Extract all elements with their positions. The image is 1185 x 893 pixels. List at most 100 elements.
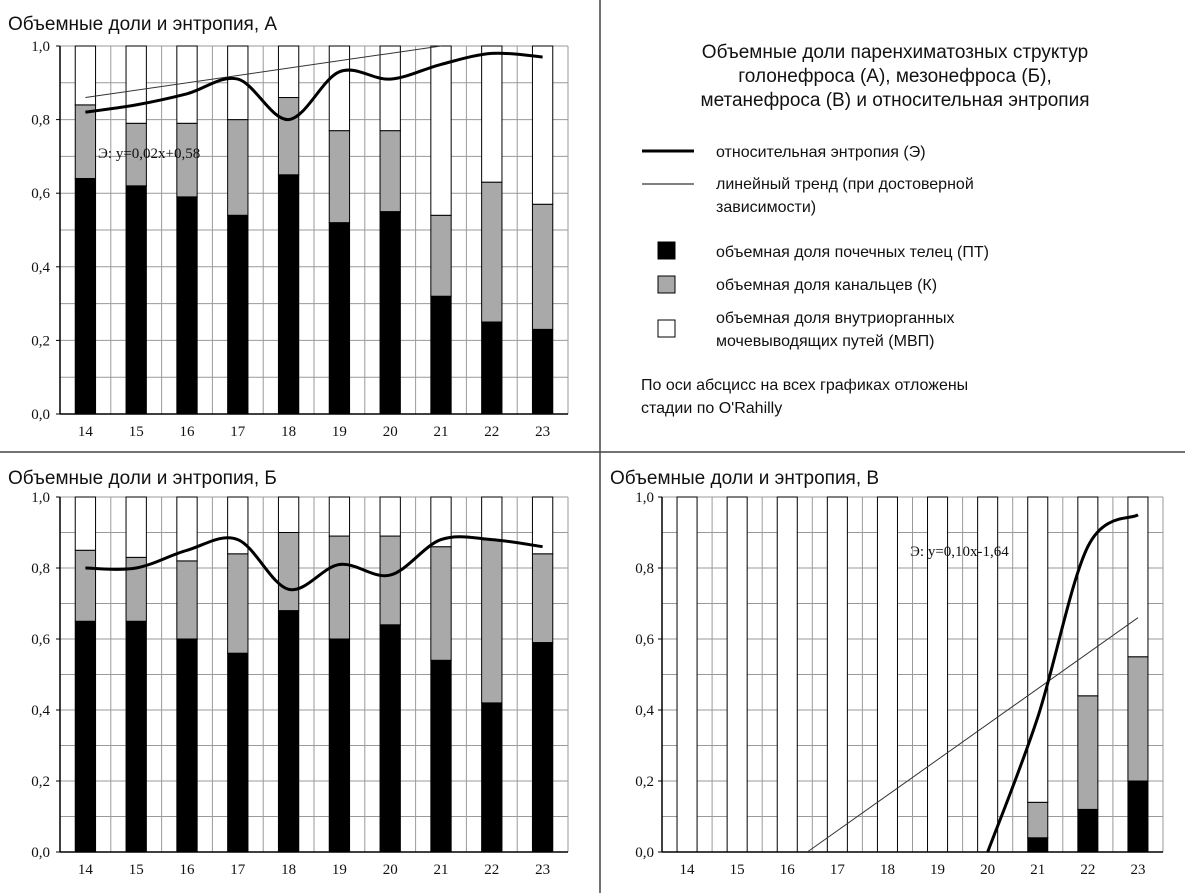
- y-tick-label: 0,8: [31, 561, 50, 577]
- bar-segment-pt: [531, 642, 554, 853]
- bar-segment-pt: [379, 624, 401, 853]
- legend: Объемные доли паренхиматозных структур г…: [641, 42, 1090, 417]
- bar-segment-k: [227, 553, 249, 654]
- legend-entry-label: объемная доля почечных телец (ПТ): [716, 244, 989, 261]
- bar-segment-k: [430, 214, 452, 297]
- trend-line: [85, 45, 442, 99]
- y-tick-label: 0,4: [31, 703, 50, 719]
- x-tick-label: 20: [383, 424, 398, 440]
- bar-segment-mvp: [826, 496, 848, 853]
- y-tick-label: 0,8: [31, 113, 50, 129]
- y-tick-label: 1,0: [31, 490, 50, 506]
- y-tick-label: 0,2: [635, 774, 654, 790]
- bar-segment-mvp: [277, 496, 300, 533]
- x-tick-label: 18: [281, 862, 296, 878]
- bar-segment-pt: [74, 177, 97, 415]
- y-tick-label: 0,4: [31, 260, 50, 276]
- x-tick-label: 17: [230, 424, 246, 440]
- bar-segment-k: [74, 104, 97, 179]
- x-tick-label: 19: [930, 862, 945, 878]
- x-tick-label: 15: [730, 862, 745, 878]
- chart-panel-b: Объемные доли и энтропия, Б 0,0 0,2 0,4 0,6…: [8, 468, 569, 878]
- bar-segment-k: [481, 181, 503, 323]
- bar-segment-mvp: [379, 496, 401, 537]
- bar-segment-pt: [227, 652, 249, 853]
- bar-segment-pt: [481, 702, 503, 853]
- x-tick-label: 23: [1130, 862, 1145, 878]
- legend-entry-label: объемная доля канальцев (К): [716, 277, 937, 294]
- bar-segment-mvp: [676, 496, 698, 853]
- bar-segment-mvp: [1027, 496, 1049, 803]
- bar-segment-pt: [328, 222, 351, 415]
- bar-segment-k: [1027, 801, 1049, 839]
- k-swatch: [657, 275, 676, 294]
- y-tick-label: 0,0: [31, 845, 50, 861]
- y-tick-label: 0,0: [31, 407, 50, 423]
- x-tick-label: 15: [129, 424, 144, 440]
- bar-segment-mvp: [481, 496, 503, 541]
- x-tick-label: 16: [780, 862, 796, 878]
- x-tick-label: 19: [332, 862, 347, 878]
- bar-segment-mvp: [726, 496, 748, 853]
- x-tick-label: 14: [78, 862, 94, 878]
- bar-segment-mvp: [176, 45, 198, 124]
- bar-segment-pt: [277, 174, 300, 415]
- bar-segment-k: [379, 535, 401, 626]
- bar-segment-mvp: [74, 45, 97, 106]
- x-tick-label: 23: [535, 424, 550, 440]
- bar-segment-mvp: [379, 45, 401, 132]
- bar-segment-k: [1077, 695, 1099, 810]
- x-tick-label: 18: [281, 424, 296, 440]
- bar-segment-pt: [277, 610, 300, 853]
- bar-segment-mvp: [481, 45, 503, 183]
- chart-panel-a: Объемные доли и энтропия, А 0,0 0,2 0,4 0,6…: [8, 14, 569, 440]
- bar-segment-k: [328, 130, 351, 224]
- legend-title-line: Объемные доли паренхиматозных структур: [702, 42, 1088, 63]
- x-tick-label: 14: [680, 862, 696, 878]
- bar-segment-pt: [176, 638, 198, 853]
- axis-note: По оси абсцисс на всех графиках отложены: [641, 377, 968, 394]
- chart-title: Объемные доли и энтропия, А: [8, 14, 277, 35]
- bar-segment-mvp: [531, 45, 554, 205]
- bar-segment-mvp: [277, 45, 300, 99]
- y-tick-label: 0,8: [635, 561, 654, 577]
- bar-segment-pt: [125, 620, 147, 853]
- bar-segment-mvp: [125, 45, 147, 124]
- y-tick-label: 0,2: [31, 774, 50, 790]
- legend-entry-label: относительная энтропия (Э): [716, 144, 926, 161]
- bar-segment-mvp: [1077, 496, 1099, 697]
- x-tick-label: 16: [180, 862, 196, 878]
- bar-segment-mvp: [531, 496, 554, 555]
- y-tick-label: 0,6: [31, 632, 50, 648]
- bar-segment-pt: [379, 211, 401, 415]
- bar-segment-k: [531, 553, 554, 644]
- bar-segment-pt: [1127, 780, 1149, 853]
- bar-segment-mvp: [176, 496, 198, 562]
- chart-title: Объемные доли и энтропия, Б: [8, 468, 277, 489]
- bar-segment-pt: [481, 321, 503, 415]
- x-tick-label: 17: [230, 862, 246, 878]
- x-tick-label: 22: [484, 862, 499, 878]
- bar-segment-mvp: [776, 496, 798, 853]
- axis-note: стадии по O'Rahilly: [641, 400, 782, 417]
- bar-segment-pt: [125, 185, 147, 415]
- bar-segment-pt: [430, 295, 452, 415]
- bar-segment-k: [277, 532, 300, 612]
- bar-segment-mvp: [74, 496, 97, 551]
- bar-segment-k: [176, 560, 198, 640]
- legend-title-line: метанефроса (В) и относительная энтропия: [701, 90, 1090, 111]
- x-tick-label: 20: [980, 862, 995, 878]
- bar-segment-k: [328, 535, 351, 640]
- y-tick-label: 0,6: [635, 632, 654, 648]
- x-tick-label: 15: [129, 862, 144, 878]
- bar-segment-mvp: [1127, 496, 1149, 658]
- bar-segment-k: [531, 203, 554, 330]
- x-tick-label: 21: [434, 424, 449, 440]
- entropy-line: [85, 51, 543, 122]
- x-tick-label: 22: [484, 424, 499, 440]
- chart-panel-v: Объемные доли и энтропия, В 0,0 0,2 0,4 0,6…: [610, 468, 1164, 878]
- entropy-line: [986, 513, 1139, 853]
- legend-title-line: голонефроса (А), мезонефроса (Б),: [738, 66, 1051, 87]
- legend-entry-label: мочевыводящих путей (МВП): [716, 333, 934, 350]
- legend-entry-label: зависимости): [716, 199, 816, 216]
